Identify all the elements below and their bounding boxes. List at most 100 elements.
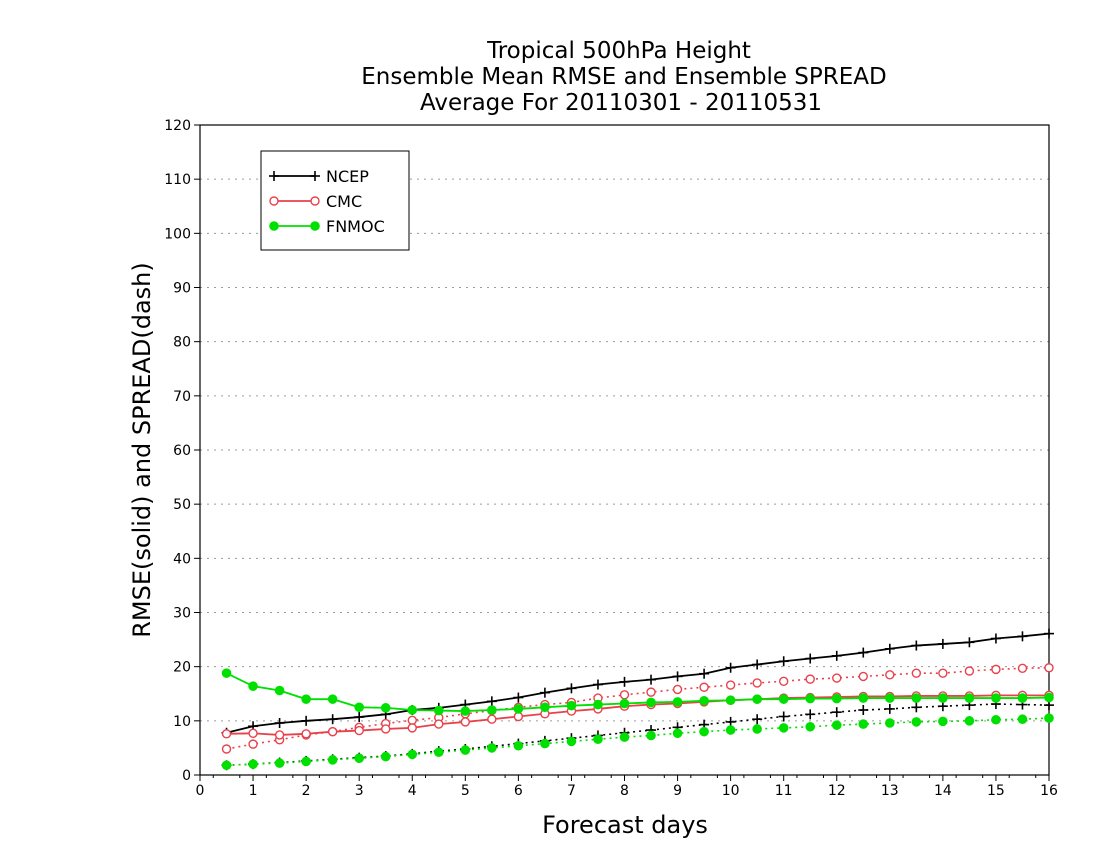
data-point-fnmoc-spread [911, 717, 922, 727]
data-point-fnmoc-spread [460, 745, 471, 755]
data-point-ncep-rmse [672, 671, 683, 682]
x-tick-label: 14 [934, 783, 952, 799]
data-point-fnmoc-rmse [619, 698, 630, 709]
legend-entry-cmc: CMC [269, 192, 362, 211]
data-point-cmc-spread [407, 715, 417, 725]
legend-label: NCEP [326, 167, 369, 186]
x-tick-label: 7 [567, 783, 576, 799]
data-point-cmc-spread [699, 682, 709, 692]
data-point-fnmoc-rmse [221, 668, 232, 678]
data-point-fnmoc-rmse [513, 704, 524, 714]
data-point-fnmoc-rmse [858, 693, 869, 703]
data-point-cmc-spread [221, 744, 232, 754]
chart-title: Tropical 500hPa Height Ensemble Mean RMS… [361, 38, 886, 116]
data-point-ncep-rmse [301, 715, 312, 726]
x-axis: 0 1 2 3 4 5 6 7 8 9 10 11 12 13 14 15 16 [196, 775, 1058, 799]
legend-marker [310, 221, 320, 231]
data-point-cmc-spread [858, 671, 868, 682]
data-point-fnmoc-spread [619, 732, 630, 742]
data-point-fnmoc-rmse [327, 694, 338, 704]
data-point-cmc-spread [725, 680, 736, 690]
data-point-fnmoc-rmse [699, 695, 709, 706]
data-point-fnmoc-rmse [407, 705, 418, 715]
data-point-ncep-rmse [592, 679, 603, 690]
data-point-ncep-rmse [486, 696, 497, 707]
data-point-fnmoc-spread [938, 716, 948, 727]
x-tick-label: 2 [302, 783, 311, 799]
data-point-ncep-spread [752, 714, 763, 725]
data-point-fnmoc-spread [699, 726, 709, 737]
data-point-fnmoc-spread [672, 728, 683, 739]
y-tick-label: 100 [164, 226, 191, 242]
data-point-ncep-rmse [327, 714, 338, 725]
data-point-ncep-rmse [274, 718, 285, 728]
data-point-ncep-rmse [858, 647, 869, 658]
data-point-ncep-spread [884, 703, 895, 714]
data-point-ncep-rmse [699, 668, 710, 679]
data-point-ncep-rmse [513, 692, 524, 703]
data-point-fnmoc-spread [327, 755, 338, 765]
data-point-fnmoc-rmse [354, 702, 364, 713]
data-point-ncep-rmse [778, 656, 789, 667]
x-tick-label: 1 [249, 783, 258, 799]
y-axis-label: RMSE(solid) and SPREAD(dash) [128, 262, 156, 638]
data-point-fnmoc-spread [831, 720, 842, 730]
data-point-ncep-rmse [831, 650, 842, 661]
data-point-fnmoc-spread [885, 718, 895, 728]
x-axis-label: Forecast days [542, 811, 708, 839]
data-point-fnmoc-rmse [672, 697, 683, 707]
y-axis: 0 10 20 30 40 50 60 70 80 90 100 110 120 [164, 118, 200, 784]
data-point-ncep-spread [805, 709, 816, 720]
x-tick-label: 6 [514, 783, 523, 799]
data-point-fnmoc-rmse [487, 705, 497, 715]
data-point-ncep-rmse [725, 662, 736, 673]
x-tick-label: 13 [881, 783, 899, 799]
legend-marker [310, 171, 320, 181]
data-point-fnmoc-rmse [433, 705, 444, 716]
y-tick-label: 120 [164, 118, 191, 134]
data-point-fnmoc-rmse [938, 693, 948, 703]
data-point-fnmoc-rmse [301, 694, 311, 704]
data-point-ncep-rmse [937, 638, 948, 649]
data-point-fnmoc-spread [221, 760, 232, 771]
data-point-ncep-rmse [619, 676, 630, 687]
y-tick-label: 10 [173, 714, 191, 730]
data-point-ncep-rmse [1017, 631, 1028, 642]
data-point-fnmoc-spread [566, 736, 577, 747]
legend-marker [269, 221, 279, 231]
x-tick-label: 4 [408, 783, 417, 799]
data-point-cmc-spread [991, 664, 1001, 675]
data-point-cmc-rmse [274, 730, 285, 740]
data-point-fnmoc-spread [1044, 713, 1054, 723]
data-point-cmc-rmse [381, 724, 391, 734]
series-line-cmc-rmse [226, 694, 1049, 736]
data-point-ncep-rmse [354, 712, 365, 723]
y-tick-label: 20 [173, 660, 191, 676]
legend-label: FNMOC [326, 217, 385, 236]
title-line-3: Average For 20110301 - 20110531 [420, 90, 822, 116]
data-point-fnmoc-rmse [885, 693, 895, 703]
data-point-fnmoc-spread [513, 740, 524, 751]
data-point-ncep-rmse [646, 674, 657, 685]
data-point-fnmoc-rmse [1017, 693, 1028, 703]
title-line-1: Tropical 500hPa Height [486, 38, 751, 64]
data-point-cmc-rmse [407, 723, 417, 733]
data-point-cmc-spread [911, 668, 922, 678]
data-point-fnmoc-spread [646, 730, 656, 741]
data-point-fnmoc-spread [248, 759, 258, 769]
x-tick-label: 16 [1040, 783, 1058, 799]
y-tick-label: 0 [182, 768, 191, 784]
data-point-cmc-spread [885, 670, 895, 680]
data-point-fnmoc-rmse [1044, 692, 1054, 703]
data-point-cmc-rmse [221, 729, 232, 739]
legend-entry-ncep: NCEP [269, 167, 369, 186]
legend: NCEP CMC FNMOC [260, 150, 410, 251]
data-point-fnmoc-spread [540, 738, 550, 749]
data-point-cmc-spread [752, 678, 762, 688]
x-tick-label: 10 [722, 783, 740, 799]
data-point-fnmoc-rmse [778, 694, 789, 704]
data-point-cmc-rmse [434, 719, 444, 729]
data-point-fnmoc-rmse [540, 702, 550, 713]
data-point-fnmoc-rmse [991, 693, 1001, 703]
